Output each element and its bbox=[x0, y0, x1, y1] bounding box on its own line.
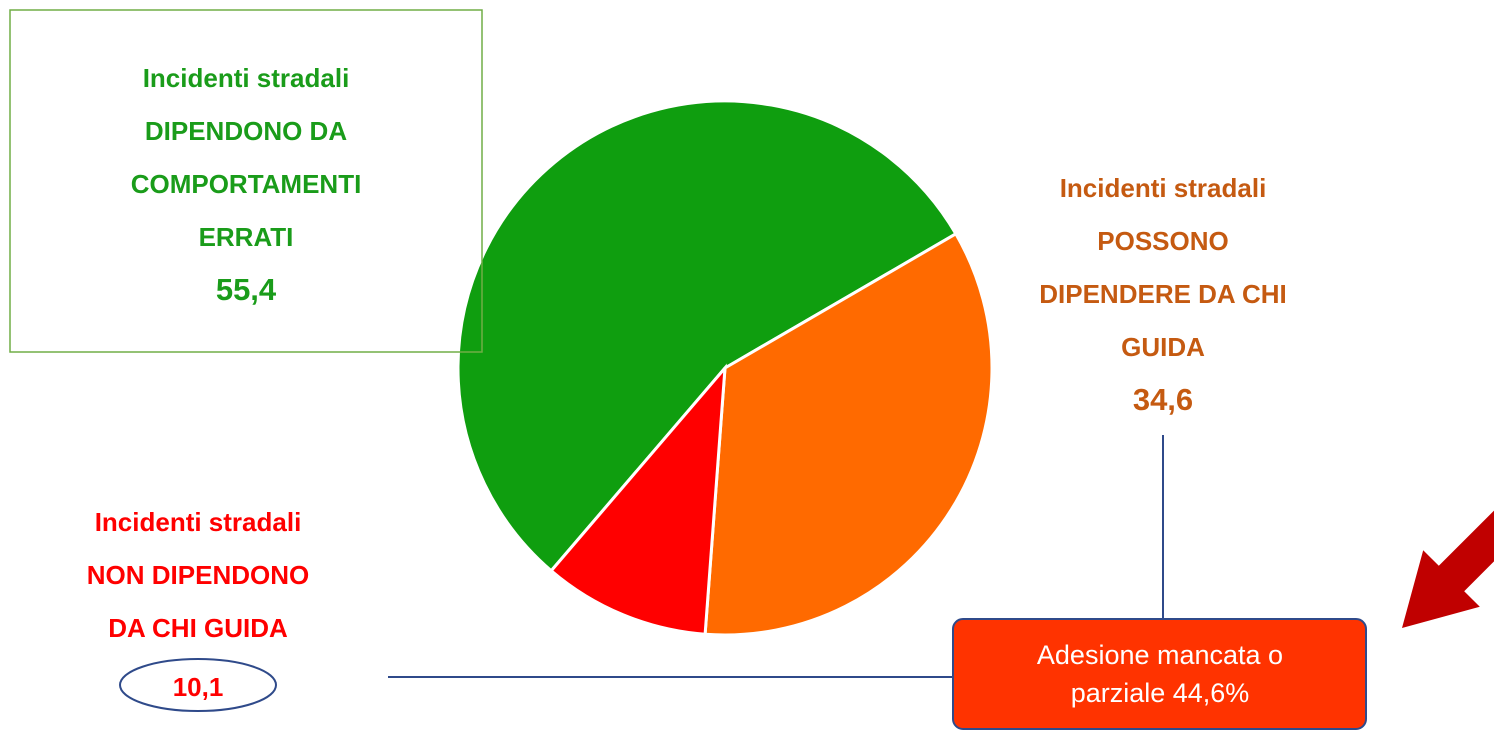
slice-label: ERRATI bbox=[199, 222, 294, 252]
slice-label: Incidenti stradali bbox=[143, 63, 350, 93]
slice-label: DA CHI GUIDA bbox=[108, 613, 288, 643]
slice-label: DIPENDERE DA CHI bbox=[1039, 279, 1287, 309]
pie-slice bbox=[703, 231, 994, 637]
callout-text: Adesione mancata o bbox=[1037, 640, 1283, 670]
slice-label: NON DIPENDONO bbox=[87, 560, 309, 590]
pie-slice bbox=[456, 99, 958, 573]
value-highlight bbox=[119, 658, 277, 712]
arrow bbox=[1402, 510, 1494, 628]
slice-label: GUIDA bbox=[1121, 332, 1205, 362]
slice-label: POSSONO bbox=[1097, 226, 1228, 256]
label-box bbox=[9, 9, 483, 353]
callout-text: parziale 44,6% bbox=[1071, 678, 1250, 708]
slice-label: Incidenti stradali bbox=[1060, 173, 1267, 203]
value-label: 55,4 bbox=[216, 272, 277, 307]
callout-box bbox=[952, 618, 1367, 730]
pie-slice bbox=[549, 363, 727, 636]
slice-label: Incidenti stradali bbox=[95, 507, 302, 537]
slice-label: COMPORTAMENTI bbox=[131, 169, 362, 199]
slice-label: DIPENDONO DA bbox=[145, 116, 347, 146]
value-label: 10,1 bbox=[173, 672, 224, 702]
value-label: 34,6 bbox=[1133, 382, 1193, 417]
